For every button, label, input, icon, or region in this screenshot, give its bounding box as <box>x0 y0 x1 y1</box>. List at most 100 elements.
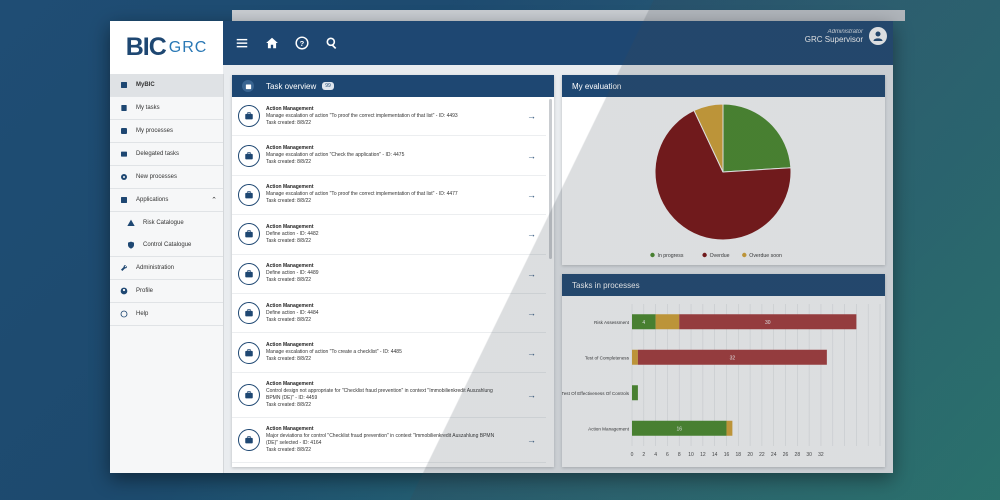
bar-segment[interactable] <box>726 420 733 436</box>
list-item[interactable]: Action Management Manage escalation of a… <box>232 333 546 373</box>
list-item[interactable]: Action Management Manage escalation of a… <box>232 176 546 216</box>
list-item[interactable]: Action Management Control design not app… <box>232 373 546 418</box>
task-title: Action Management <box>266 425 314 432</box>
bar-segment[interactable] <box>637 349 827 365</box>
list-item[interactable]: Action Management Define action - ID: 44… <box>232 294 546 334</box>
help-icon <box>119 310 128 319</box>
bar-data-label: 30 <box>765 320 771 326</box>
evaluation-header: My evaluation <box>562 75 885 97</box>
sidebar: MyBIC My tasks My processes Delegated ta… <box>110 74 224 473</box>
sidebar-item-delegated-tasks[interactable]: Delegated tasks <box>110 143 223 166</box>
bar-segment[interactable] <box>632 385 638 401</box>
list-item[interactable]: Action Management Manage escalation of a… <box>232 136 546 176</box>
avatar[interactable] <box>869 27 887 45</box>
sidebar-item-applications[interactable]: Applications ⌃ <box>110 189 223 212</box>
legend-label[interactable]: Overdue soon <box>749 253 782 259</box>
pie-slice-overdue[interactable] <box>654 109 792 241</box>
legend-marker <box>650 252 655 258</box>
task-desc: Define action - ID: 4482 <box>266 230 319 237</box>
arrow-right-icon[interactable]: → <box>527 229 536 240</box>
task-desc: Control design not appropriate for "Chec… <box>266 387 493 401</box>
x-tick-label: 14 <box>712 452 718 458</box>
bar-segment[interactable] <box>632 349 638 365</box>
arrow-right-icon[interactable]: → <box>527 347 536 358</box>
list-item[interactable]: Action Management Define action - ID: 44… <box>232 255 546 294</box>
sidebar-item-label: Profile <box>136 288 154 294</box>
briefcase-icon <box>238 144 260 167</box>
evaluation-title: My evaluation <box>572 81 622 91</box>
sidebar-item-administration[interactable]: Administration <box>110 257 223 280</box>
x-tick-label: 30 <box>806 452 812 458</box>
sidebar-item-profile[interactable]: Profile <box>110 280 223 303</box>
briefcase-icon <box>238 341 260 364</box>
x-tick-label: 32 <box>818 452 824 458</box>
sidebar-item-help[interactable]: Help <box>110 303 223 326</box>
task-desc: Manage escalation of action "To create a… <box>266 349 402 356</box>
list-item[interactable]: Action Management Major deviations for c… <box>232 418 546 463</box>
app-window: BIC GRC ? Administrator GRC Supervisor <box>110 21 893 473</box>
briefcase-icon <box>238 183 260 206</box>
sidebar-item-my-tasks[interactable]: My tasks <box>110 97 223 120</box>
arrow-right-icon[interactable]: → <box>527 150 536 161</box>
x-tick-label: 2 <box>642 452 645 458</box>
briefcase-icon <box>238 262 260 285</box>
app-logo[interactable]: BIC GRC <box>110 21 223 74</box>
task-created: Task created: 8/8/22 <box>266 237 312 244</box>
help-icon[interactable]: ? <box>291 32 313 54</box>
menu-icon[interactable] <box>231 32 253 54</box>
list-item[interactable]: Action Management Define action - ID: 44… <box>232 215 546 255</box>
sidebar-item-my-processes[interactable]: My processes <box>110 120 223 143</box>
briefcase-icon <box>238 383 260 406</box>
x-tick-label: 22 <box>759 452 765 458</box>
sidebar-item-control-catalogue[interactable]: Control Catalogue <box>110 234 223 257</box>
user-menu[interactable]: Administrator GRC Supervisor <box>805 27 887 45</box>
bar-data-label: 32 <box>730 355 736 361</box>
sidebar-item-risk-catalogue[interactable]: Risk Catalogue <box>110 212 223 234</box>
task-desc: Manage escalation of action "Check the a… <box>266 152 405 159</box>
sidebar-item-label: My tasks <box>136 105 160 111</box>
sidebar-item-label: My processes <box>136 128 174 134</box>
task-overview-panel: Task overview 99 Action Management Manag… <box>232 75 554 467</box>
sidebar-item-label: Risk Catalogue <box>143 220 184 226</box>
y-category-label: Test Of Effectiveness Of Controls <box>562 391 630 396</box>
pie-slice-in-progress[interactable] <box>722 103 792 173</box>
evaluation-pie-chart: In progress Overdue Overdue soon <box>650 103 792 259</box>
task-desc: Define action - ID: 4489 <box>266 270 319 277</box>
sidebar-item-new-processes[interactable]: New processes <box>110 166 223 189</box>
y-category-label: Action Management <box>588 426 630 431</box>
frame-edge <box>232 10 905 21</box>
pie-slice-overdue-soon[interactable] <box>693 103 724 173</box>
arrow-right-icon[interactable]: → <box>527 308 536 319</box>
task-overview-title: Task overview <box>266 81 317 91</box>
x-tick-label: 16 <box>724 452 730 458</box>
arrow-right-icon[interactable]: → <box>527 389 536 400</box>
warning-icon <box>126 219 135 228</box>
chevron-up-icon[interactable]: ⌃ <box>211 197 217 204</box>
task-created: Task created: 8/8/22 <box>266 159 312 166</box>
arrow-right-icon[interactable]: → <box>527 111 536 122</box>
wrench-icon <box>119 264 128 273</box>
legend-label[interactable]: In progress <box>658 253 684 259</box>
arrow-right-icon[interactable]: → <box>527 268 536 279</box>
scrollbar[interactable] <box>549 99 552 259</box>
search-icon[interactable] <box>321 32 343 54</box>
task-title: Action Management <box>266 342 314 349</box>
x-tick-label: 24 <box>771 452 777 458</box>
bar-segment[interactable] <box>679 314 857 330</box>
bar-segment[interactable] <box>632 314 656 330</box>
task-created: Task created: 8/8/22 <box>266 316 312 323</box>
x-tick-label: 12 <box>700 452 706 458</box>
task-created: Task created: 8/8/22 <box>266 119 312 126</box>
bar-segment[interactable] <box>632 420 727 436</box>
task-overview-header: Task overview 99 <box>232 75 554 97</box>
arrow-right-icon[interactable]: → <box>527 189 536 200</box>
sidebar-item-label: Help <box>136 311 149 317</box>
sidebar-item-label: New processes <box>136 174 178 180</box>
home-icon[interactable] <box>261 32 283 54</box>
task-count-badge: 99 <box>322 82 334 90</box>
arrow-right-icon[interactable]: → <box>527 434 536 445</box>
sidebar-item-mybic[interactable]: MyBIC <box>110 74 223 97</box>
legend-label[interactable]: Overdue <box>710 253 730 259</box>
list-item[interactable]: Action Management Manage escalation of a… <box>232 97 546 137</box>
bar-segment[interactable] <box>655 314 680 330</box>
